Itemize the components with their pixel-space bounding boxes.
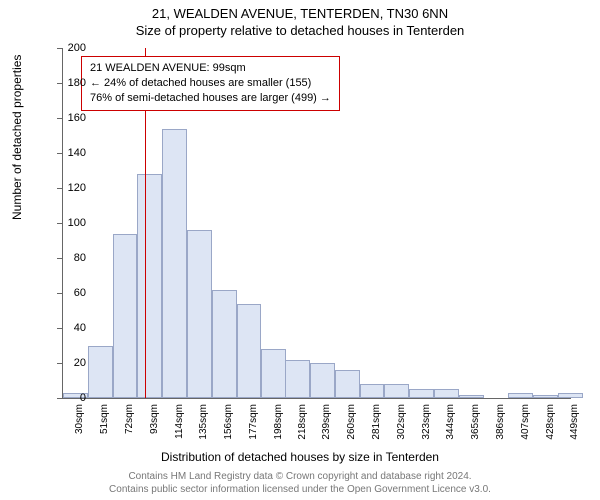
chart-title-address: 21, WEALDEN AVENUE, TENTERDEN, TN30 6NN [0,0,600,21]
histogram-bar [409,389,434,398]
annotation-line: 76% of semi-detached houses are larger (… [90,91,331,106]
y-tick-label: 20 [56,357,86,369]
x-tick-label: 344sqm [445,404,456,444]
x-tick-label: 51sqm [99,404,110,444]
histogram-bar [310,363,335,398]
x-tick-label: 72sqm [124,404,135,444]
histogram-bar [261,349,286,398]
histogram-bar [533,395,558,399]
x-tick-label: 449sqm [569,404,580,444]
x-tick-label: 386sqm [495,404,506,444]
histogram-bar [508,393,533,398]
y-tick-label: 160 [56,112,86,124]
histogram-bar [434,389,459,398]
histogram-bar [88,346,113,399]
y-axis-label: Number of detached properties [10,55,24,220]
y-tick-label: 60 [56,287,86,299]
y-tick-label: 80 [56,252,86,264]
x-tick-label: 30sqm [74,404,85,444]
histogram-bar [162,129,187,399]
x-tick-label: 198sqm [273,404,284,444]
histogram-bar [212,290,237,399]
footer-line: Contains public sector information licen… [0,484,600,497]
x-tick-label: 407sqm [520,404,531,444]
x-axis-label: Distribution of detached houses by size … [0,450,600,464]
y-tick-label: 120 [56,182,86,194]
plot-area: 21 WEALDEN AVENUE: 99sqm ← 24% of detach… [62,48,571,399]
x-tick-label: 218sqm [297,404,308,444]
histogram-bar [137,174,162,398]
y-tick-label: 0 [56,392,86,404]
x-tick-label: 260sqm [346,404,357,444]
histogram-bar [558,393,583,398]
x-tick-label: 93sqm [149,404,160,444]
x-tick-label: 365sqm [470,404,481,444]
reference-annotation: 21 WEALDEN AVENUE: 99sqm ← 24% of detach… [81,56,340,111]
x-tick-label: 428sqm [545,404,556,444]
histogram-bar [113,234,138,399]
y-tick-label: 40 [56,322,86,334]
footer-attribution: Contains HM Land Registry data © Crown c… [0,471,600,496]
annotation-line: ← 24% of detached houses are smaller (15… [90,76,331,91]
chart-container: 21, WEALDEN AVENUE, TENTERDEN, TN30 6NN … [0,0,600,500]
histogram-bar [237,304,262,399]
chart-title-subtitle: Size of property relative to detached ho… [0,21,600,38]
x-tick-label: 156sqm [223,404,234,444]
y-tick-label: 180 [56,77,86,89]
x-tick-label: 177sqm [248,404,259,444]
y-tick-label: 140 [56,147,86,159]
x-tick-label: 323sqm [421,404,432,444]
histogram-bar [384,384,409,398]
x-tick-label: 281sqm [371,404,382,444]
histogram-bar [459,395,484,399]
x-tick-label: 114sqm [174,404,185,444]
x-tick-label: 239sqm [321,404,332,444]
x-tick-label: 135sqm [198,404,209,444]
histogram-bar [335,370,360,398]
annotation-line: 21 WEALDEN AVENUE: 99sqm [90,61,331,76]
histogram-bar [285,360,310,399]
x-tick-label: 302sqm [396,404,407,444]
footer-line: Contains HM Land Registry data © Crown c… [0,471,600,484]
histogram-bar [360,384,385,398]
histogram-bar [187,230,212,398]
y-tick-label: 200 [56,42,86,54]
y-tick-label: 100 [56,217,86,229]
